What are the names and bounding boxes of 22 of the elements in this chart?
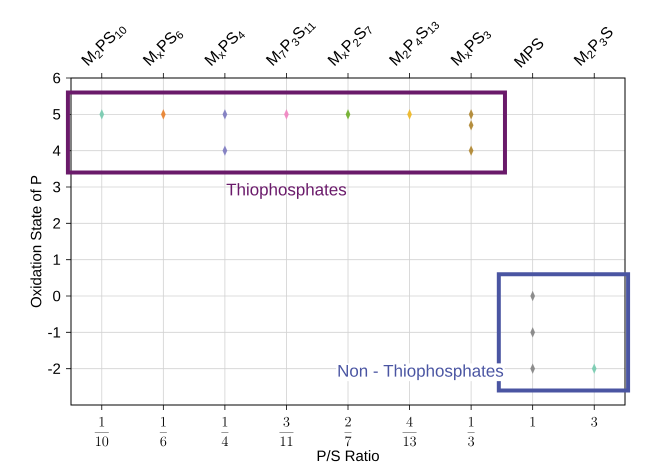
y-tick-label: 4: [52, 146, 60, 156]
y-tick-label: 6: [53, 72, 60, 84]
annotation: Non - Thiophosphates: [338, 364, 504, 380]
y-tick-label: 3: [53, 182, 60, 192]
x-tick-label: $1$: [530, 416, 536, 426]
y-tick-label: 5: [53, 109, 60, 120]
x-tick-label: $3$: [591, 416, 598, 427]
x-tick-label: $\frac{1}{6}$: [160, 416, 167, 446]
x-tick-label: $\frac{1}{4}$: [221, 416, 228, 446]
x-axis-title: P/S Ratio: [318, 450, 379, 462]
x-tick-label: $\frac{2}{7}$: [344, 416, 352, 446]
x-tick-label: $\frac{4}{13}$: [402, 416, 417, 446]
y-tick-label: 1: [54, 254, 60, 265]
x-tick-label: $\frac{1}{10}$: [94, 416, 109, 446]
y-tick-label: -2: [48, 363, 60, 374]
y-tick-label: 0: [53, 290, 60, 302]
y-tick-label: 2: [53, 218, 60, 229]
y-axis-title: Oxidation State of P: [30, 176, 42, 308]
x-tick-label: $\frac{1}{3}$: [468, 416, 475, 446]
y-tick-label: -1: [48, 327, 60, 338]
annotation: Thiophosphates: [226, 183, 346, 199]
x-tick-label: $\frac{3}{11}$: [279, 416, 294, 446]
